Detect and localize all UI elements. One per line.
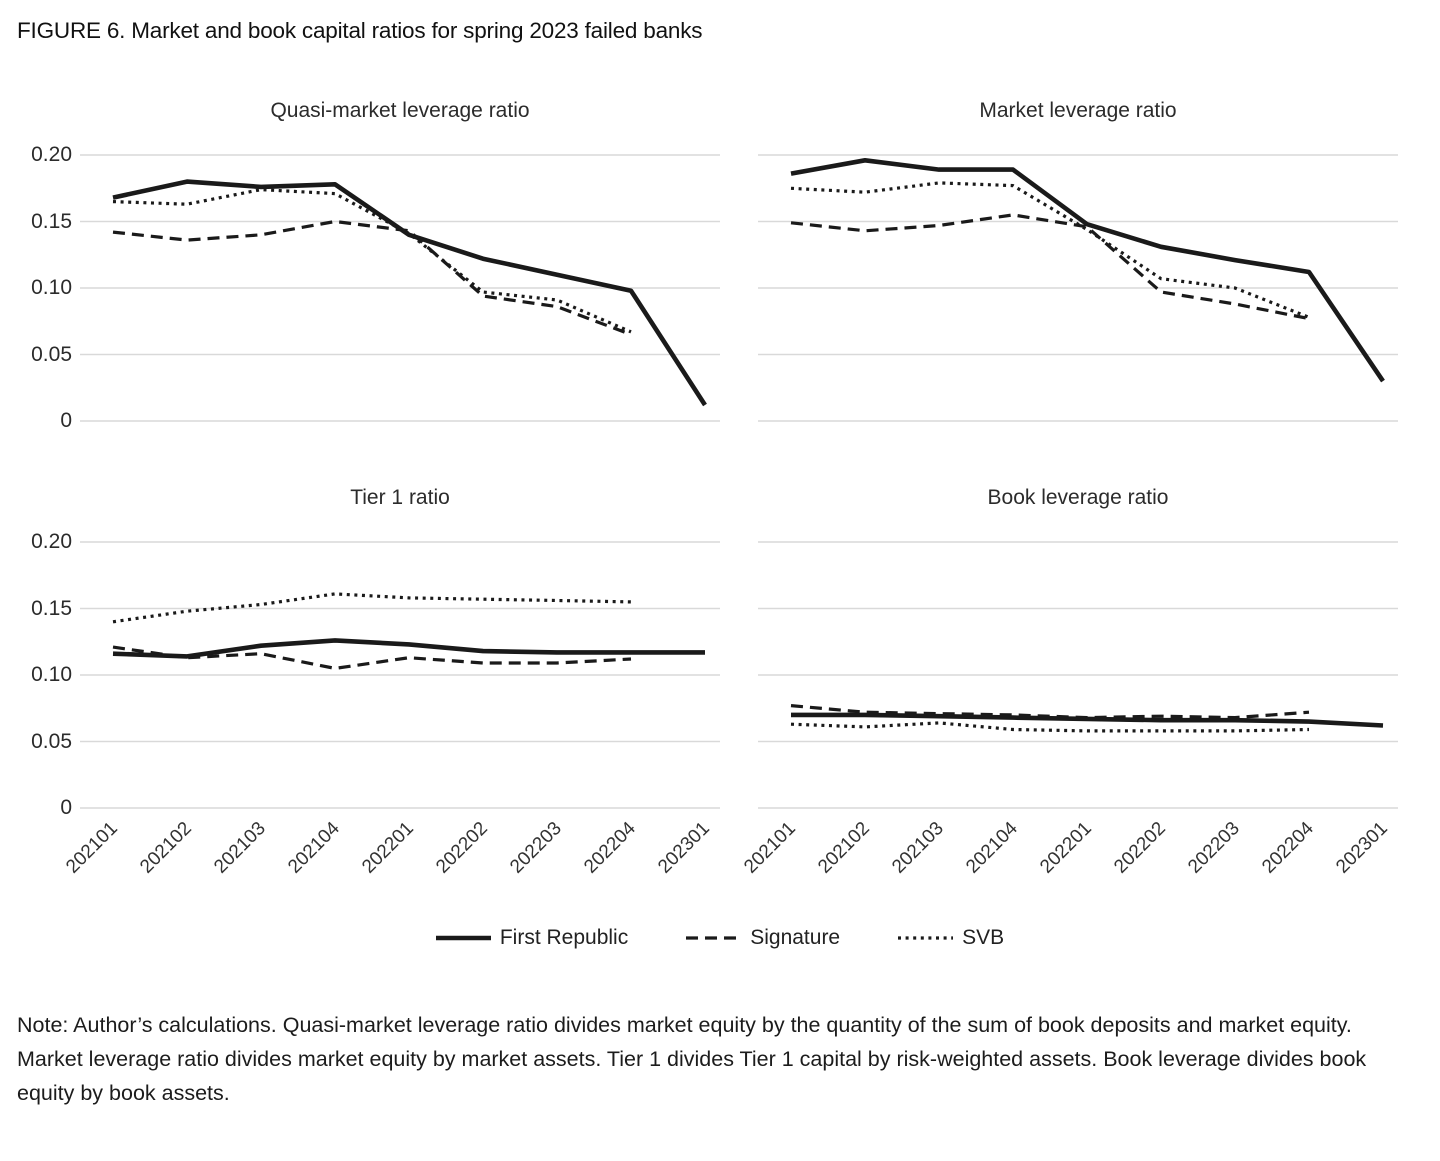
y-tick-label: 0.15 [31, 596, 72, 620]
series-line-svb [112, 592, 632, 624]
dotted-line-icon [898, 936, 954, 940]
series-line-signature [112, 645, 632, 670]
dashed-line-icon [686, 936, 742, 940]
tier1-ratio-chart [80, 541, 720, 809]
x-tick-label: 202203 [506, 818, 566, 878]
chart-title-market-leverage: Market leverage ratio [979, 99, 1177, 122]
x-tick-label: 202202 [432, 818, 492, 878]
legend: First Republic Signature SVB [0, 926, 1440, 950]
y-tick-label: 0.15 [31, 209, 72, 233]
legend-label: Signature [750, 926, 841, 949]
series-line-signature [112, 219, 632, 337]
y-tick-label: 0.05 [31, 342, 72, 366]
market-leverage-chart [758, 154, 1398, 422]
series-line-first-republic [790, 157, 1385, 383]
series-line-signature [790, 213, 1310, 321]
series-line-first-republic [112, 179, 707, 407]
x-tick-label: 202202 [1110, 818, 1170, 878]
series-line-first-republic [112, 638, 705, 659]
y-tick-label: 0.10 [31, 276, 72, 299]
x-tick-label: 202102 [814, 818, 874, 878]
x-tick-label: 202301 [654, 818, 714, 878]
series-line-svb [790, 721, 1310, 733]
solid-line-icon [435, 935, 491, 941]
series-line-svb [790, 181, 1310, 319]
x-tick-label: 202204 [580, 818, 640, 878]
series-line-svb [112, 187, 632, 334]
legend-item-svb: SVB [898, 926, 1004, 950]
x-tick-label: 202201 [1036, 818, 1096, 878]
x-tick-label: 202203 [1184, 818, 1244, 878]
legend-item-first-republic: First Republic [435, 926, 629, 950]
chart-title-book-leverage: Book leverage ratio [987, 486, 1169, 509]
legend-label: First Republic [499, 926, 629, 949]
figure-title: FIGURE 6. Market and book capital ratios… [17, 18, 703, 43]
figure-note: Note: Author’s calculations. Quasi-marke… [17, 1013, 1367, 1105]
x-tick-label: 202301 [1332, 818, 1392, 878]
y-tick-label: 0.20 [31, 530, 72, 553]
chart-title-quasi-market: Quasi-market leverage ratio [270, 99, 530, 122]
quasi-market-leverage-chart [80, 154, 720, 422]
y-tick-label: 0.10 [31, 663, 72, 686]
chart-title-tier1: Tier 1 ratio [350, 486, 450, 509]
y-tick-label: 0 [60, 409, 72, 432]
x-tick-label: 202102 [136, 818, 196, 878]
book-leverage-ratio-chart [758, 541, 1398, 809]
x-tick-label: 202204 [1258, 818, 1318, 878]
y-tick-label: 0.05 [31, 729, 72, 753]
x-tick-label: 202103 [888, 818, 948, 878]
legend-label: SVB [962, 926, 1005, 949]
x-tick-label: 202101 [62, 818, 122, 878]
x-tick-label: 202103 [210, 818, 270, 878]
x-tick-label: 202104 [962, 818, 1022, 878]
legend-item-signature: Signature [686, 926, 840, 950]
series-line-signature [790, 704, 1310, 720]
x-tick-label: 202201 [358, 818, 418, 878]
y-tick-label: 0.20 [31, 143, 72, 166]
x-tick-label: 202104 [284, 818, 344, 878]
x-tick-label: 202101 [740, 818, 800, 878]
y-tick-label: 0 [60, 796, 72, 819]
